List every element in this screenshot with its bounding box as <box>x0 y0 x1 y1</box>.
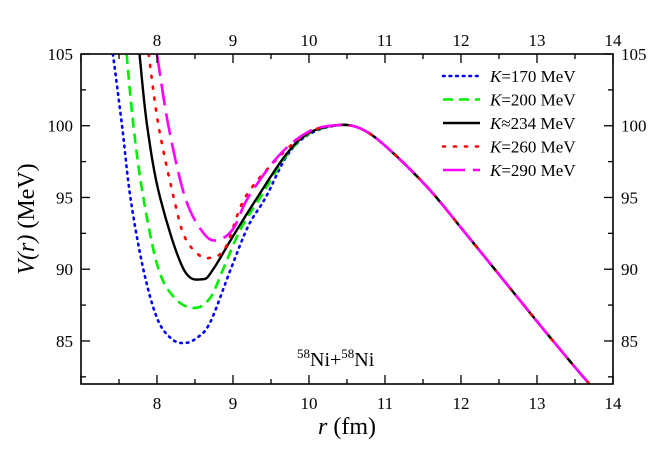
x-axis-variable: r <box>318 414 328 440</box>
element-1: Ni+ <box>310 349 341 371</box>
y-tick-label-right: 90 <box>621 260 638 279</box>
y-axis-unit: (MeV) <box>14 163 40 234</box>
x-tick-label-top: 12 <box>453 31 470 50</box>
x-tick-label-top: 14 <box>605 31 623 50</box>
legend-k: K <box>489 161 503 180</box>
y-tick-label-left: 85 <box>56 332 73 351</box>
x-tick-label-bottom: 11 <box>377 394 393 413</box>
x-axis-unit: (fm) <box>327 414 376 440</box>
x-tick-label-bottom: 14 <box>605 394 623 413</box>
y-tick-label-right: 105 <box>621 45 647 64</box>
legend-label: K=290 MeV <box>489 161 576 180</box>
x-tick-label-top: 13 <box>529 31 546 50</box>
y-tick-label-left: 90 <box>56 260 73 279</box>
element-2: Ni <box>354 349 374 371</box>
legend-label: K=260 MeV <box>489 138 576 157</box>
series-line-4 <box>155 54 591 384</box>
legend-value: ≈234 MeV <box>501 114 576 133</box>
legend-k: K <box>489 91 503 110</box>
reaction-label: 58Ni+58Ni <box>297 346 375 371</box>
x-tick-label-bottom: 8 <box>153 394 162 413</box>
legend-value: =200 MeV <box>501 91 576 110</box>
legend-value: =260 MeV <box>501 138 576 157</box>
legend-k: K <box>489 67 503 86</box>
x-tick-label-bottom: 9 <box>229 394 238 413</box>
plot-area <box>111 54 591 384</box>
legend-label: K≈234 MeV <box>489 114 576 133</box>
y-tick-label-left: 100 <box>48 117 74 136</box>
legend-item: K=170 MeV <box>441 67 576 86</box>
x-tick-label-top: 8 <box>153 31 162 50</box>
x-tick-label-bottom: 12 <box>453 394 470 413</box>
x-tick-label-top: 11 <box>377 31 393 50</box>
y-tick-label-right: 100 <box>621 117 647 136</box>
legend-value: =170 MeV <box>501 67 576 86</box>
legend-label: K=170 MeV <box>489 67 576 86</box>
x-tick-label-top: 9 <box>229 31 238 50</box>
x-tick-label-bottom: 13 <box>529 394 546 413</box>
y-axis-label: V(r) (MeV) <box>14 163 40 274</box>
legend-item: K=290 MeV <box>443 161 576 180</box>
y-axis-variable: V(r) <box>14 235 40 275</box>
legend-item: K=200 MeV <box>443 91 576 110</box>
axis-ticks: 8 8 9 9 10 10 11 11 12 12 13 13 14 14 85 85 90 90 95 95 100 1… <box>48 31 647 413</box>
legend-item: K≈234 MeV <box>443 114 576 133</box>
mass-number-1: 58 <box>297 346 310 361</box>
x-axis-label: r (fm) <box>318 414 376 440</box>
legend-k: K <box>489 138 503 157</box>
y-tick-label-right: 85 <box>621 332 638 351</box>
legend-k: K <box>489 114 503 133</box>
mass-number-2: 58 <box>341 346 354 361</box>
y-tick-label-left: 105 <box>48 45 74 64</box>
y-tick-label-right: 95 <box>621 188 638 207</box>
x-tick-label-bottom: 10 <box>301 394 318 413</box>
legend-value: =290 MeV <box>501 161 576 180</box>
legend-label: K=200 MeV <box>489 91 576 110</box>
y-tick-label-left: 95 <box>56 188 73 207</box>
legend-item: K=260 MeV <box>441 138 576 157</box>
x-tick-label-top: 10 <box>301 31 318 50</box>
